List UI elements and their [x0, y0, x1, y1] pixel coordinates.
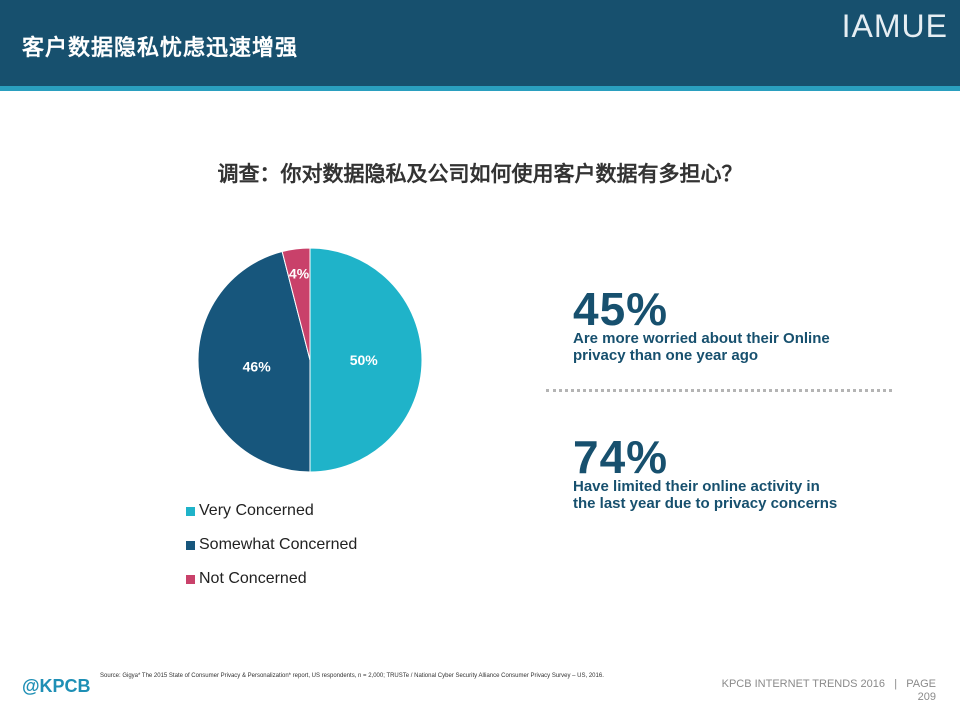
- pie-slices: [197, 247, 423, 473]
- survey-question: 调查：你对数据隐私及公司如何使用客户数据有多担心？: [217, 162, 743, 186]
- pie-data-label: 46%: [243, 359, 272, 375]
- stat-value: 74%: [573, 431, 669, 483]
- brand-watermark: IAMUE: [841, 8, 948, 44]
- legend-item-very-concerned: Very Concerned: [186, 500, 357, 522]
- pie-slice-somewhat-concerned: [197, 250, 311, 473]
- header-bar: 客户数据隐私忧虑迅速增强 IAMUE: [0, 0, 960, 86]
- page-title: 客户数据隐私忧虑迅速增强: [22, 36, 299, 61]
- legend-label: Somewhat Concerned: [199, 536, 358, 553]
- legend-swatch-somewhat: [186, 540, 195, 550]
- legend-label: Not Concerned: [199, 570, 307, 587]
- footer-page-label: PAGE: [906, 678, 936, 690]
- legend-label: Very Concerned: [199, 502, 314, 519]
- stat-block-worried: 45% Are more worried about their Online …: [573, 283, 843, 364]
- footer-page-number: 209: [917, 691, 936, 703]
- pie-data-label: 4%: [289, 265, 310, 281]
- pie-chart: 50% 46% 4%: [197, 247, 423, 473]
- legend-item-not-concerned: Not Concerned: [186, 568, 357, 590]
- footer-trends: KPCB INTERNET TRENDS 2016: [721, 678, 886, 690]
- legend-swatch-not: [186, 574, 195, 584]
- stat-description: Are more worried about their Online priv…: [573, 330, 830, 364]
- stat-block-limited: 74% Have limited their online activity i…: [573, 431, 843, 512]
- stat-value: 45%: [573, 283, 669, 335]
- pie-slice-not-concerned: [281, 247, 311, 361]
- pie-slice-very-concerned: [309, 247, 423, 473]
- legend: Very Concerned Somewhat Concerned Not Co…: [186, 500, 357, 602]
- stat-description: Have limited their online activity in th…: [573, 478, 838, 512]
- footer-page-info: KPCB INTERNET TRENDS 2016 | PAGE 209: [722, 678, 936, 704]
- legend-swatch-very: [186, 506, 195, 516]
- dotted-divider: [546, 389, 892, 392]
- kpcb-logo: @KPCB: [22, 676, 91, 696]
- source-note: Source: Gigya* The 2015 State of Consume…: [100, 673, 604, 679]
- legend-item-somewhat-concerned: Somewhat Concerned: [186, 534, 357, 556]
- pie-data-label: 50%: [350, 352, 379, 368]
- pie-labels: 50% 46% 4%: [243, 265, 379, 374]
- header-divider: [0, 86, 960, 91]
- footer-separator: |: [894, 678, 898, 690]
